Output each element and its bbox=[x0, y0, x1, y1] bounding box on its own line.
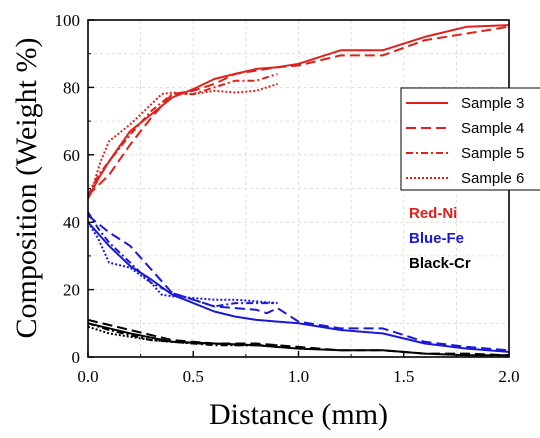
y-tick-label: 60 bbox=[63, 146, 80, 165]
legend-box bbox=[400, 87, 540, 191]
legend: Sample 3 Sample 4 Sample 5 Sample 6 bbox=[400, 87, 540, 191]
x-tick-label: 2.0 bbox=[498, 367, 519, 386]
element-annotations: Red-Ni Blue-Fe Black-Cr bbox=[409, 205, 471, 272]
legend-label: Sample 5 bbox=[461, 145, 524, 162]
legend-label: Sample 6 bbox=[461, 170, 524, 187]
annotation-red-ni: Red-Ni bbox=[409, 205, 457, 222]
series-ni-sample-4 bbox=[87, 25, 510, 196]
y-tick-label: 0 bbox=[72, 348, 81, 367]
series-fe-sample-4 bbox=[87, 214, 510, 352]
y-tick-label: 20 bbox=[63, 281, 80, 300]
series-cr-sample-6 bbox=[87, 325, 278, 348]
x-tick-label: 0.0 bbox=[77, 367, 98, 386]
annotation-blue-fe: Blue-Fe bbox=[409, 230, 464, 247]
legend-items: Sample 3 Sample 4 Sample 5 Sample 6 bbox=[406, 95, 524, 187]
series-fe-sample-6 bbox=[87, 221, 278, 305]
x-tick-label: 1.5 bbox=[393, 367, 414, 386]
series-fe-sample-5 bbox=[87, 211, 278, 308]
series-cr-sample-4 bbox=[87, 318, 510, 357]
x-tick-label: 1.0 bbox=[288, 367, 309, 386]
annotation-black-cr: Black-Cr bbox=[409, 255, 471, 272]
ticks: 0.0 0.5 1.0 1.5 2.0 0 20 40 60 80 100 bbox=[55, 11, 520, 386]
legend-label: Sample 4 bbox=[461, 120, 524, 137]
y-axis-title: Composition (Weight %) bbox=[10, 38, 43, 339]
y-tick-label: 40 bbox=[63, 213, 80, 232]
y-tick-label: 100 bbox=[55, 11, 81, 30]
y-tick-label: 80 bbox=[63, 78, 80, 97]
x-axis-title: Distance (mm) bbox=[209, 398, 388, 431]
series-layer bbox=[87, 24, 510, 357]
series-cr-sample-5 bbox=[87, 322, 278, 347]
x-tick-label: 0.5 bbox=[183, 367, 204, 386]
legend-label: Sample 3 bbox=[461, 95, 524, 112]
series-ni-sample-5 bbox=[87, 72, 278, 196]
